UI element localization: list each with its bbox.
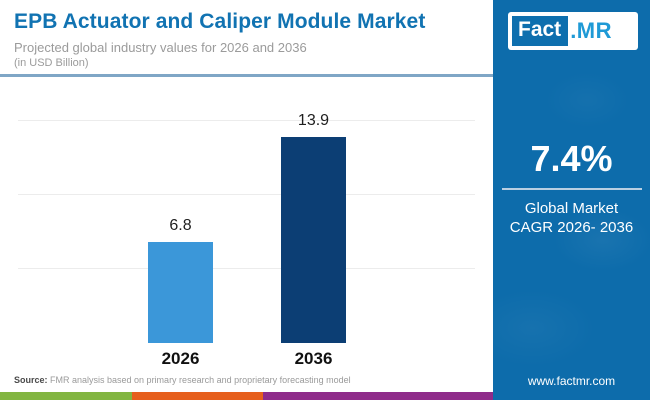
footer-stripes: [0, 392, 493, 400]
bar-chart: 6.8 2026 13.9 2036: [0, 100, 493, 368]
bar-2026: [148, 242, 213, 343]
brand-panel: Fact .MR 7.4% Global Market CAGR 2026- 2…: [493, 0, 650, 400]
cagr-divider: [501, 188, 642, 190]
gridline: [18, 120, 475, 121]
gridline: [18, 268, 475, 269]
axis-label-2026: 2026: [161, 349, 200, 368]
cagr-label-line2: CAGR 2026- 2036: [509, 219, 634, 236]
logo-mr-text: .MR: [570, 18, 613, 43]
stripe-green: [0, 392, 132, 400]
bar-value-2036: 13.9: [297, 112, 330, 129]
page-title: EPB Actuator and Caliper Module Market: [14, 10, 426, 33]
subtitle: Projected global industry values for 202…: [14, 40, 307, 55]
source-note: Source: FMR analysis based on primary re…: [14, 375, 351, 385]
factmr-logo: Fact .MR: [508, 12, 638, 50]
gridline: [18, 194, 475, 195]
bar-2036: [281, 137, 346, 343]
website-url: www.factmr.com: [527, 374, 616, 388]
axis-label-2036: 2036: [294, 349, 333, 368]
source-label: Source:: [14, 375, 48, 385]
cagr-block: 7.4% Global Market CAGR 2026- 2036: [493, 138, 650, 237]
stripe-orange: [132, 392, 263, 400]
unit-note: (in USD Billion): [14, 57, 89, 69]
cagr-label-line1: Global Market: [524, 200, 619, 217]
stripe-purple: [263, 392, 493, 400]
header: EPB Actuator and Caliper Module Market P…: [14, 10, 484, 69]
header-divider: [0, 74, 493, 77]
source-text: FMR analysis based on primary research a…: [47, 375, 351, 385]
bar-value-2026: 6.8: [169, 217, 192, 234]
cagr-value: 7.4%: [530, 138, 613, 179]
logo-fact-text: Fact: [512, 16, 569, 46]
